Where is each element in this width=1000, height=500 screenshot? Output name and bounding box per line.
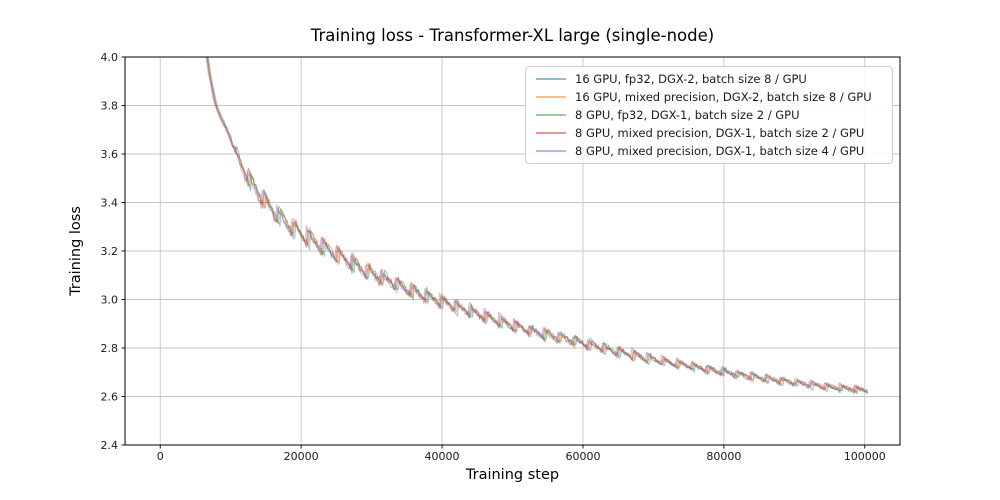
x-tick-label: 0 xyxy=(157,450,164,463)
legend-item: 16 GPU, mixed precision, DGX-2, batch si… xyxy=(536,90,888,104)
series-line-3 xyxy=(206,57,869,393)
series-line-4 xyxy=(205,57,869,394)
x-tick-label: 60000 xyxy=(565,450,600,463)
y-tick-label: 3.0 xyxy=(101,294,119,307)
legend-swatch-line xyxy=(536,132,566,134)
y-tick-label: 3.4 xyxy=(101,197,119,210)
legend-label: 16 GPU, mixed precision, DGX-2, batch si… xyxy=(575,90,872,104)
legend-swatch-line xyxy=(536,150,566,152)
chart-title: Training loss - Transformer-XL large (si… xyxy=(310,26,715,45)
y-tick-label: 2.6 xyxy=(101,391,119,404)
x-axis-label: Training step xyxy=(465,467,560,483)
y-tick-label: 2.4 xyxy=(101,439,119,452)
legend-item: 16 GPU, fp32, DGX-2, batch size 8 / GPU xyxy=(536,72,888,86)
legend: 16 GPU, fp32, DGX-2, batch size 8 / GPU 1… xyxy=(525,66,893,164)
legend-label: 16 GPU, fp32, DGX-2, batch size 8 / GPU xyxy=(575,72,807,86)
y-tick-label: 2.8 xyxy=(101,342,119,355)
series-line-0 xyxy=(207,57,868,395)
x-tick-label: 40000 xyxy=(425,450,460,463)
series-line-1 xyxy=(207,57,869,394)
legend-item: 8 GPU, mixed precision, DGX-1, batch siz… xyxy=(536,144,888,158)
legend-label: 8 GPU, mixed precision, DGX-1, batch siz… xyxy=(575,126,865,140)
legend-swatch-line xyxy=(536,114,566,116)
legend-item: 8 GPU, fp32, DGX-1, batch size 2 / GPU xyxy=(536,108,888,122)
legend-swatch-line xyxy=(536,78,566,80)
x-tick-label: 20000 xyxy=(284,450,319,463)
y-tick-label: 3.8 xyxy=(101,100,119,113)
legend-label: 8 GPU, fp32, DGX-1, batch size 2 / GPU xyxy=(575,108,800,122)
legend-item: 8 GPU, mixed precision, DGX-1, batch siz… xyxy=(536,126,888,140)
y-tick-label: 3.2 xyxy=(101,245,119,258)
y-tick-label: 4.0 xyxy=(101,51,119,64)
legend-label: 8 GPU, mixed precision, DGX-1, batch siz… xyxy=(575,144,865,158)
x-tick-label: 80000 xyxy=(706,450,741,463)
legend-swatch-line xyxy=(536,96,566,98)
x-tick-label: 100000 xyxy=(844,450,886,463)
series-line-2 xyxy=(206,57,868,395)
y-tick-label: 3.6 xyxy=(101,148,119,161)
